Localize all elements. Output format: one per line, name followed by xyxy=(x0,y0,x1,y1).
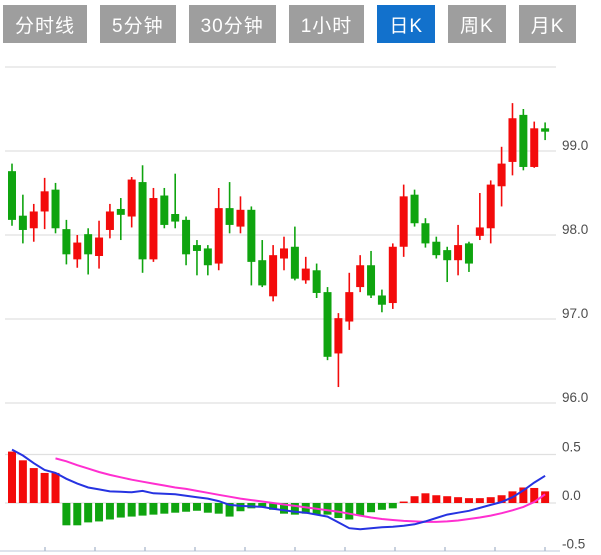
svg-text:-0.5: -0.5 xyxy=(562,537,585,552)
tab-30min[interactable]: 30分钟 xyxy=(188,5,276,43)
y-axis-labels: 99.0 98.0 97.0 96.0 0.5 0.0 -0.5 xyxy=(562,138,588,552)
svg-text:99.0: 99.0 xyxy=(562,138,588,153)
gridlines xyxy=(5,66,556,504)
tab-monthly-k[interactable]: 月K xyxy=(518,5,577,43)
interval-tabbar: 分时线 5分钟 30分钟 1小时 日K 周K 月K xyxy=(3,5,577,43)
x-axis xyxy=(0,547,560,552)
tab-time-line[interactable]: 分时线 xyxy=(3,5,88,43)
tab-weekly-k[interactable]: 周K xyxy=(448,5,506,43)
dea-line xyxy=(55,457,546,523)
svg-text:0.0: 0.0 xyxy=(562,488,581,503)
tab-daily-k[interactable]: 日K xyxy=(377,5,435,43)
tab-5min[interactable]: 5分钟 xyxy=(100,5,176,43)
svg-text:0.5: 0.5 xyxy=(562,440,581,455)
svg-text:97.0: 97.0 xyxy=(562,306,588,321)
candlestick-series xyxy=(8,103,550,388)
macd-lines xyxy=(11,448,546,531)
tab-1hour[interactable]: 1小时 xyxy=(288,5,365,43)
svg-text:96.0: 96.0 xyxy=(562,390,588,405)
dif-line xyxy=(11,448,546,531)
svg-text:98.0: 98.0 xyxy=(562,222,588,237)
